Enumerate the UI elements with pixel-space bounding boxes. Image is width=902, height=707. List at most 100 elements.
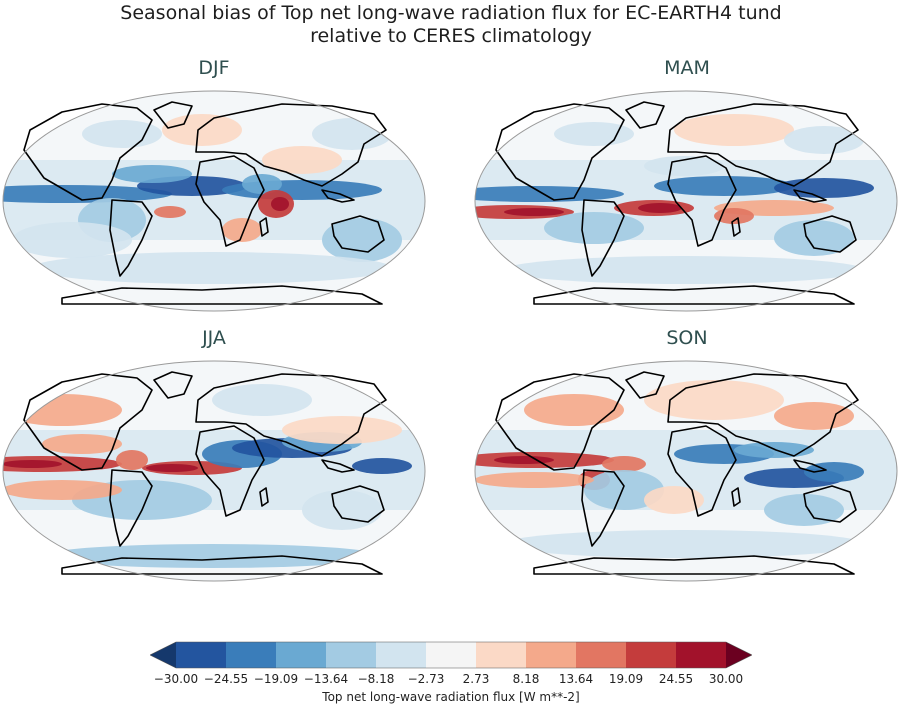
bias-region (638, 203, 682, 213)
coastline (109, 469, 153, 547)
coastline (581, 199, 625, 277)
colorbar-segment (426, 642, 477, 668)
bias-field (475, 361, 897, 581)
bias-region (282, 416, 402, 444)
panel-title-djf: DJF (198, 57, 230, 79)
colorbar (150, 641, 752, 669)
bias-region (262, 146, 342, 174)
coastline (731, 217, 741, 237)
figure-title: Seasonal bias of Top net long-wave radia… (0, 2, 902, 48)
map-frame (2, 360, 426, 582)
map-frame (474, 360, 898, 582)
coastline (731, 487, 741, 507)
bias-field (475, 91, 897, 311)
colorbar-under-arrow (150, 642, 176, 668)
coastline (195, 425, 265, 517)
colorbar-label: Top net long-wave radiation flux [W m**-… (322, 690, 580, 704)
colorbar-segment (226, 642, 277, 668)
coastline (581, 469, 625, 547)
colorbar-segment (326, 642, 377, 668)
colorbar-tick-label: 19.09 (608, 672, 644, 686)
bias-region (112, 165, 192, 183)
coastlines (495, 371, 859, 575)
bias-region (352, 458, 412, 474)
bias-region (116, 450, 148, 470)
bias-region (644, 380, 784, 420)
coastline (803, 485, 857, 523)
coastline (667, 425, 737, 517)
bias-region (504, 530, 864, 558)
colorbar-tick-label: −30.00 (153, 672, 199, 686)
colorbar-tick-label: 2.73 (462, 672, 490, 686)
colorbar-segment (626, 642, 677, 668)
map-frame (2, 90, 426, 312)
colorbar-tick-label: −13.64 (303, 672, 349, 686)
colorbar-segment (276, 642, 327, 668)
bias-region (774, 402, 854, 430)
bias-region (212, 384, 312, 416)
coastlines (23, 371, 387, 575)
coastline (495, 373, 625, 471)
map-jja (2, 360, 426, 582)
coastline (625, 371, 665, 399)
bias-region (32, 252, 392, 284)
colorbar-segment (526, 642, 577, 668)
bias-region (475, 472, 594, 488)
bias-region (42, 544, 382, 568)
colorbar-tick-label: 8.18 (512, 672, 540, 686)
coastline (23, 103, 153, 201)
map-djf (2, 90, 426, 312)
coastline (803, 215, 857, 253)
bias-region (654, 176, 794, 196)
bias-region (774, 178, 874, 198)
colorbar-segment (476, 642, 527, 668)
coastline (533, 555, 855, 575)
coastline (109, 199, 153, 277)
bias-region (271, 197, 289, 211)
bias-region (302, 490, 382, 530)
colorbar-tick-label: 24.55 (658, 672, 694, 686)
bias-region (544, 212, 644, 244)
coastlines (495, 101, 859, 305)
map-son (474, 360, 898, 582)
bias-region (494, 456, 554, 464)
colorbar-outline (150, 641, 752, 669)
bias-region (784, 126, 864, 154)
title-line-2: relative to CERES climatology (310, 25, 592, 47)
bias-region (42, 434, 122, 454)
panel-title-mam: MAM (664, 57, 710, 79)
coastline (153, 101, 193, 129)
coastline (495, 103, 625, 201)
bias-region (154, 206, 186, 218)
colorbar-tick-label: 30.00 (708, 672, 744, 686)
coastline (793, 189, 827, 203)
bias-region (524, 394, 624, 426)
bias-region (644, 156, 724, 176)
coastline (61, 555, 383, 575)
bias-region (3, 480, 122, 500)
bias-region (674, 114, 794, 146)
coastline (195, 155, 265, 247)
colorbar-segment (176, 642, 227, 668)
colorbar-segment (376, 642, 427, 668)
bias-region (764, 494, 844, 526)
coastline (259, 487, 269, 507)
coastline (259, 217, 269, 237)
coastline (667, 373, 859, 457)
coastline (23, 373, 153, 471)
coastline (667, 155, 737, 247)
bias-region (504, 256, 864, 284)
bias-region (3, 394, 122, 426)
bias-region (12, 222, 132, 258)
bias-region (162, 114, 242, 146)
bias-region (504, 208, 564, 216)
colorbar-tick-label: −8.18 (357, 672, 395, 686)
bias-region (322, 218, 402, 262)
colorbar-tick-label: −19.09 (253, 672, 299, 686)
panel-title-son: SON (666, 327, 708, 349)
bias-region (3, 460, 62, 468)
coastline (321, 459, 355, 473)
coastline (331, 215, 385, 253)
coastline (625, 101, 665, 129)
colorbar-segment (576, 642, 627, 668)
